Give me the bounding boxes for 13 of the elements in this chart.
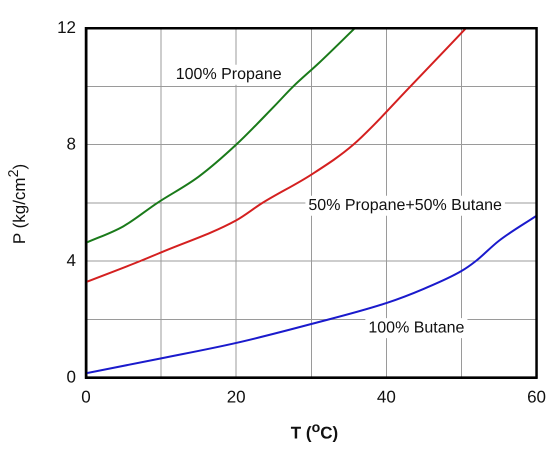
y-tick-label: 8 xyxy=(66,134,76,154)
x-tick-label: 0 xyxy=(81,387,91,406)
series-label: 100% Propane xyxy=(176,66,282,84)
y-tick-label: 4 xyxy=(66,250,76,270)
y-tick-label: 12 xyxy=(57,18,76,37)
x-tick-label: 20 xyxy=(226,387,246,406)
line-series xyxy=(86,214,537,374)
series-label: 100% Butane xyxy=(368,320,465,337)
x-tick-label: 40 xyxy=(376,387,396,406)
x-tick-label: 60 xyxy=(527,387,546,406)
series-label: 50% Propane+50% Butane xyxy=(308,197,502,214)
x-axis-title: T ($^{o}$C) xyxy=(290,420,340,444)
y-tick-label: 0 xyxy=(66,367,76,386)
